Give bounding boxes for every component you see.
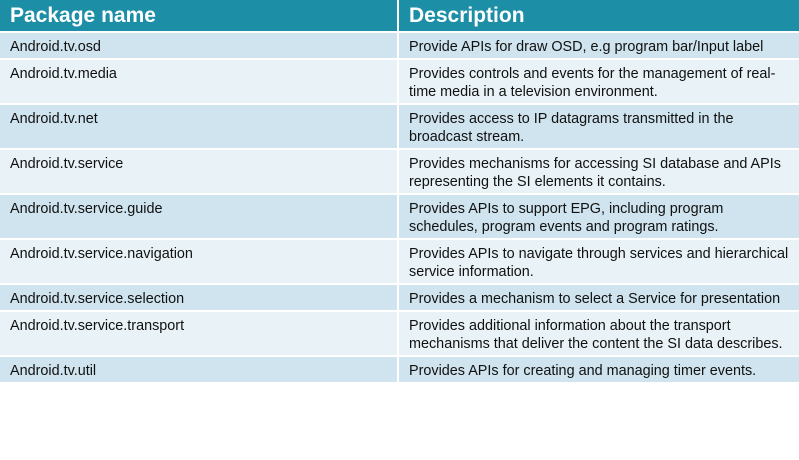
description-cell: Provides additional information about th… bbox=[398, 311, 799, 357]
package-name-cell: Android.tv.service.transport bbox=[0, 311, 399, 357]
package-name-cell: Android.tv.osd bbox=[0, 32, 399, 60]
package-name-cell: Android.tv.util bbox=[0, 356, 399, 384]
table-row: Android.tv.service.navigation Provides A… bbox=[0, 239, 799, 285]
table-row: Android.tv.service.guide Provides APIs t… bbox=[0, 194, 799, 240]
table-row: Android.tv.service.selection Provides a … bbox=[0, 284, 799, 312]
package-table: Package name Description Android.tv.osd … bbox=[0, 0, 799, 384]
table-row: Android.tv.osd Provide APIs for draw OSD… bbox=[0, 32, 799, 60]
description-cell: Provides APIs to support EPG, including … bbox=[398, 194, 799, 240]
header-row: Package name Description bbox=[0, 0, 799, 33]
description-cell: Provides access to IP datagrams transmit… bbox=[398, 104, 799, 150]
column-header-package: Package name bbox=[0, 0, 399, 33]
table-row: Android.tv.net Provides access to IP dat… bbox=[0, 104, 799, 150]
package-name-cell: Android.tv.service.guide bbox=[0, 194, 399, 240]
package-name-cell: Android.tv.service.navigation bbox=[0, 239, 399, 285]
package-name-cell: Android.tv.service.selection bbox=[0, 284, 399, 312]
description-cell: Provides a mechanism to select a Service… bbox=[398, 284, 799, 312]
table-row: Android.tv.service Provides mechanisms f… bbox=[0, 149, 799, 195]
description-cell: Provides APIs to navigate through servic… bbox=[398, 239, 799, 285]
table-row: Android.tv.util Provides APIs for creati… bbox=[0, 356, 799, 384]
table-row: Android.tv.media Provides controls and e… bbox=[0, 59, 799, 105]
description-cell: Provides mechanisms for accessing SI dat… bbox=[398, 149, 799, 195]
description-cell: Provide APIs for draw OSD, e.g program b… bbox=[398, 32, 799, 60]
column-header-description: Description bbox=[398, 0, 799, 33]
description-cell: Provides APIs for creating and managing … bbox=[398, 356, 799, 384]
package-name-cell: Android.tv.media bbox=[0, 59, 399, 105]
package-name-cell: Android.tv.net bbox=[0, 104, 399, 150]
package-name-cell: Android.tv.service bbox=[0, 149, 399, 195]
table-row: Android.tv.service.transport Provides ad… bbox=[0, 311, 799, 357]
description-cell: Provides controls and events for the man… bbox=[398, 59, 799, 105]
